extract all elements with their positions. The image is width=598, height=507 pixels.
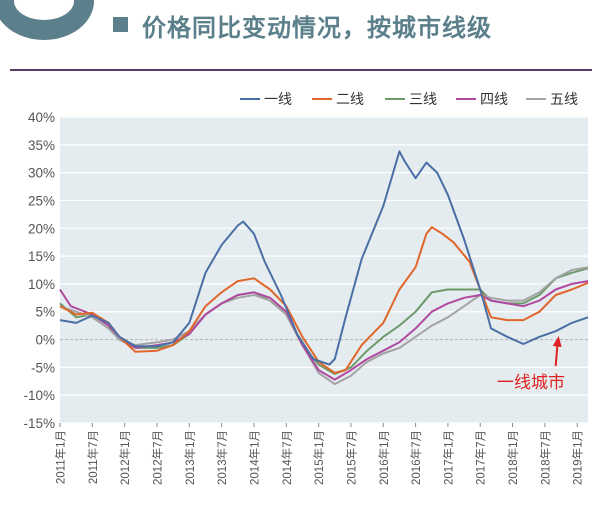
x-tick-label: 2016年1月 bbox=[377, 430, 391, 485]
y-tick-label: 30% bbox=[28, 166, 55, 181]
x-tick-label: 2017年7月 bbox=[474, 430, 488, 485]
y-tick-label: -10% bbox=[23, 388, 55, 403]
x-tick-label: 2012年7月 bbox=[150, 430, 164, 485]
chart-title: 价格同比变动情况，按城市线级 bbox=[142, 14, 492, 42]
series-line-1 bbox=[59, 150, 589, 366]
x-tick-label: 2015年1月 bbox=[312, 430, 326, 485]
legend: 一线 二线 三线 四线 五线 bbox=[240, 92, 578, 108]
annotation-arrowhead bbox=[552, 335, 562, 347]
legend-label: 二线 bbox=[336, 92, 364, 108]
y-tick-label: 25% bbox=[28, 193, 55, 208]
header-divider bbox=[10, 69, 592, 71]
y-tick-label: -5% bbox=[31, 360, 55, 375]
legend-label: 五线 bbox=[550, 92, 578, 108]
legend-label: 三线 bbox=[409, 92, 437, 108]
y-tick-label: 40% bbox=[28, 110, 55, 125]
plot-area bbox=[60, 117, 588, 423]
y-tick-label: 0% bbox=[35, 333, 55, 348]
legend-label: 一线 bbox=[264, 92, 292, 108]
series-lines bbox=[59, 150, 589, 386]
series-line-2 bbox=[59, 226, 589, 374]
annotation: 一线城市 bbox=[497, 335, 565, 393]
title-square-bullet bbox=[113, 17, 128, 32]
x-tick-label: 2013年7月 bbox=[215, 430, 229, 485]
x-tick-label: 2014年7月 bbox=[280, 430, 294, 485]
legend-label: 四线 bbox=[480, 92, 508, 108]
gridlines bbox=[60, 116, 588, 424]
x-tick-label: 2011年1月 bbox=[54, 430, 68, 484]
annotation-label: 一线城市 bbox=[497, 373, 565, 393]
x-tick-label: 2014年1月 bbox=[247, 430, 261, 485]
y-tick-label: 15% bbox=[28, 249, 55, 264]
x-tick-label: 2013年1月 bbox=[183, 430, 197, 485]
x-tick-label: 2016年7月 bbox=[409, 430, 423, 485]
x-tick-label: 2015年7月 bbox=[344, 430, 358, 485]
x-tick-label: 2011年7月 bbox=[86, 430, 100, 484]
x-tick-label: 2018年1月 bbox=[506, 430, 520, 485]
x-axis-ticks: 2011年1月 2011年7月 2012年1月 2012年7月 2013年1月 2013年… bbox=[54, 423, 585, 485]
y-tick-label: 10% bbox=[28, 277, 55, 292]
y-axis-ticks: -15% -10% -5% 0% 5% 10% 15% 20% 25% 30% 35% 40% bbox=[23, 110, 55, 431]
y-tick-label: -15% bbox=[23, 416, 55, 431]
x-tick-label: 2018年7月 bbox=[538, 430, 552, 485]
y-tick-label: 5% bbox=[35, 305, 55, 320]
y-tick-label: 20% bbox=[28, 221, 55, 236]
x-tick-label: 2017年1月 bbox=[441, 430, 455, 485]
x-tick-label: 2019年1月 bbox=[571, 430, 585, 485]
y-tick-label: 35% bbox=[28, 138, 55, 153]
x-tick-label: 2012年1月 bbox=[118, 430, 132, 485]
series-line-5 bbox=[59, 266, 589, 386]
